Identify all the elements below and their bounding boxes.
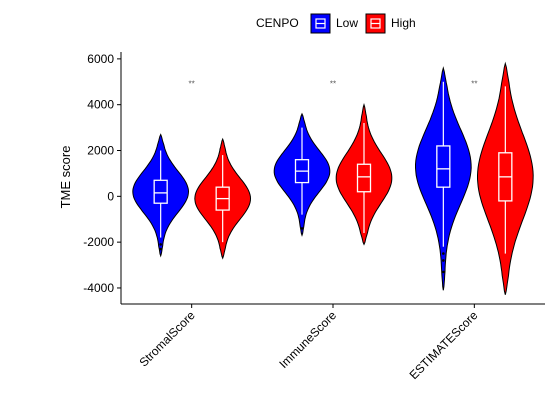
violin-low-estimatescore — [415, 66, 472, 291]
x-tick-label: StromalScore — [136, 308, 198, 370]
outlier-point — [159, 247, 162, 251]
y-tick-label: 6000 — [87, 52, 114, 66]
outlier-point — [300, 227, 304, 230]
outlier-point — [159, 243, 162, 246]
violin-high-immunescore — [335, 102, 393, 246]
violin-low-stromalscore — [132, 133, 190, 258]
plot-area: -4000 -2000 0 2000 4000 6000 StromalScore ** Imm… — [83, 52, 545, 382]
legend-key-high — [365, 13, 386, 34]
y-tick-label: -4000 — [83, 281, 114, 295]
box-low — [153, 179, 168, 204]
x-tick-label: ESTIMATEScore — [407, 308, 481, 382]
y-axis-title: TME score — [58, 146, 73, 209]
legend-label-high: High — [391, 16, 416, 30]
y-tick-label: -2000 — [83, 235, 114, 249]
outlier-point — [442, 259, 445, 262]
outlier-point — [442, 270, 445, 274]
legend-key-low — [310, 13, 331, 34]
outlier-point — [442, 252, 445, 255]
y-tick-label: 2000 — [87, 144, 114, 158]
box-high — [356, 163, 372, 193]
box-low — [436, 145, 451, 188]
legend-title: CENPO — [256, 16, 299, 30]
y-tick-label: 4000 — [87, 98, 114, 112]
legend: CENPO Low High — [256, 13, 416, 34]
y-tick-label: 0 — [107, 189, 114, 203]
significance-label: ** — [471, 79, 477, 88]
legend-label-low: Low — [336, 16, 358, 30]
significance-label: ** — [330, 79, 336, 88]
significance-label: ** — [189, 79, 195, 88]
violin-high-estimatescore — [477, 61, 534, 295]
x-tick-label: ImmuneScore — [276, 308, 339, 371]
violin-low-immunescore — [273, 112, 331, 237]
